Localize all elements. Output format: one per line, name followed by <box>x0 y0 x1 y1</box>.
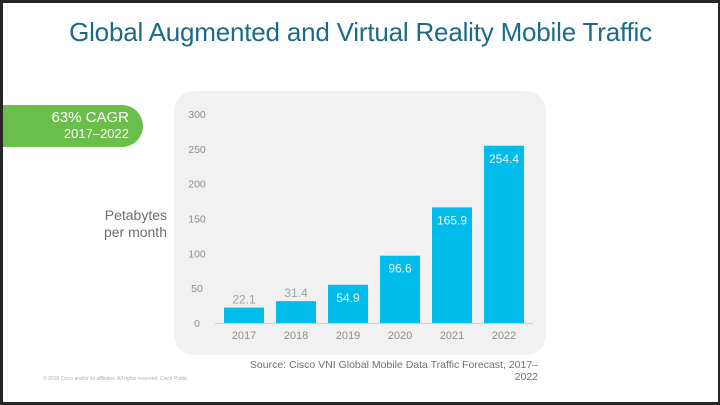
y-axis-label: Petabytes per month <box>95 207 167 241</box>
bar-2020 <box>380 255 420 323</box>
y-tick-label: 250 <box>188 144 206 156</box>
data-label-2022: 254.4 <box>489 152 519 166</box>
bar-2022 <box>484 145 524 323</box>
x-tick-label: 2021 <box>440 330 464 342</box>
data-label-2020: 96.6 <box>388 262 412 276</box>
bar-2017 <box>224 307 264 323</box>
bar-2019 <box>328 284 368 323</box>
source-note: Source: Cisco VNI Global Mobile Data Tra… <box>249 359 538 383</box>
y-tick-label: 0 <box>194 318 200 330</box>
data-label-2019: 54.9 <box>336 291 360 305</box>
cagr-badge: 63% CAGR 2017–2022 <box>3 105 143 147</box>
cagr-value: 63% CAGR <box>51 109 129 126</box>
page-title: Global Augmented and Virtual Reality Mob… <box>69 17 652 47</box>
y-tick-label: 50 <box>191 283 203 295</box>
x-tick-label: 2019 <box>336 330 360 342</box>
bar-2018 <box>276 301 316 323</box>
y-axis-label-line1: Petabytes <box>104 207 167 223</box>
x-tick-label: 2020 <box>388 330 412 342</box>
x-tick-label: 2018 <box>284 330 308 342</box>
x-tick-label: 2017 <box>232 330 256 342</box>
y-axis-label-line2: per month <box>103 224 167 240</box>
cagr-period: 2017–2022 <box>63 126 129 141</box>
y-tick-label: 150 <box>188 214 206 226</box>
y-tick-label: 300 <box>188 109 206 121</box>
data-label-2018: 31.4 <box>284 286 308 300</box>
data-label-2021: 165.9 <box>437 213 467 227</box>
data-label-2017: 22.1 <box>232 293 256 307</box>
copyright-footer: © 2018 Cisco and/or its affiliates. All … <box>43 376 188 382</box>
slide: Global Augmented and Virtual Reality Mob… <box>3 3 718 402</box>
bar-chart: 0 50 100 150 200 250 300 22.1 2017 31.4 2018 54.9 20… <box>188 109 533 342</box>
y-tick-label: 100 <box>188 248 206 260</box>
bar-2021 <box>432 207 472 323</box>
y-tick-label: 200 <box>188 179 206 191</box>
x-tick-label: 2022 <box>492 330 516 342</box>
